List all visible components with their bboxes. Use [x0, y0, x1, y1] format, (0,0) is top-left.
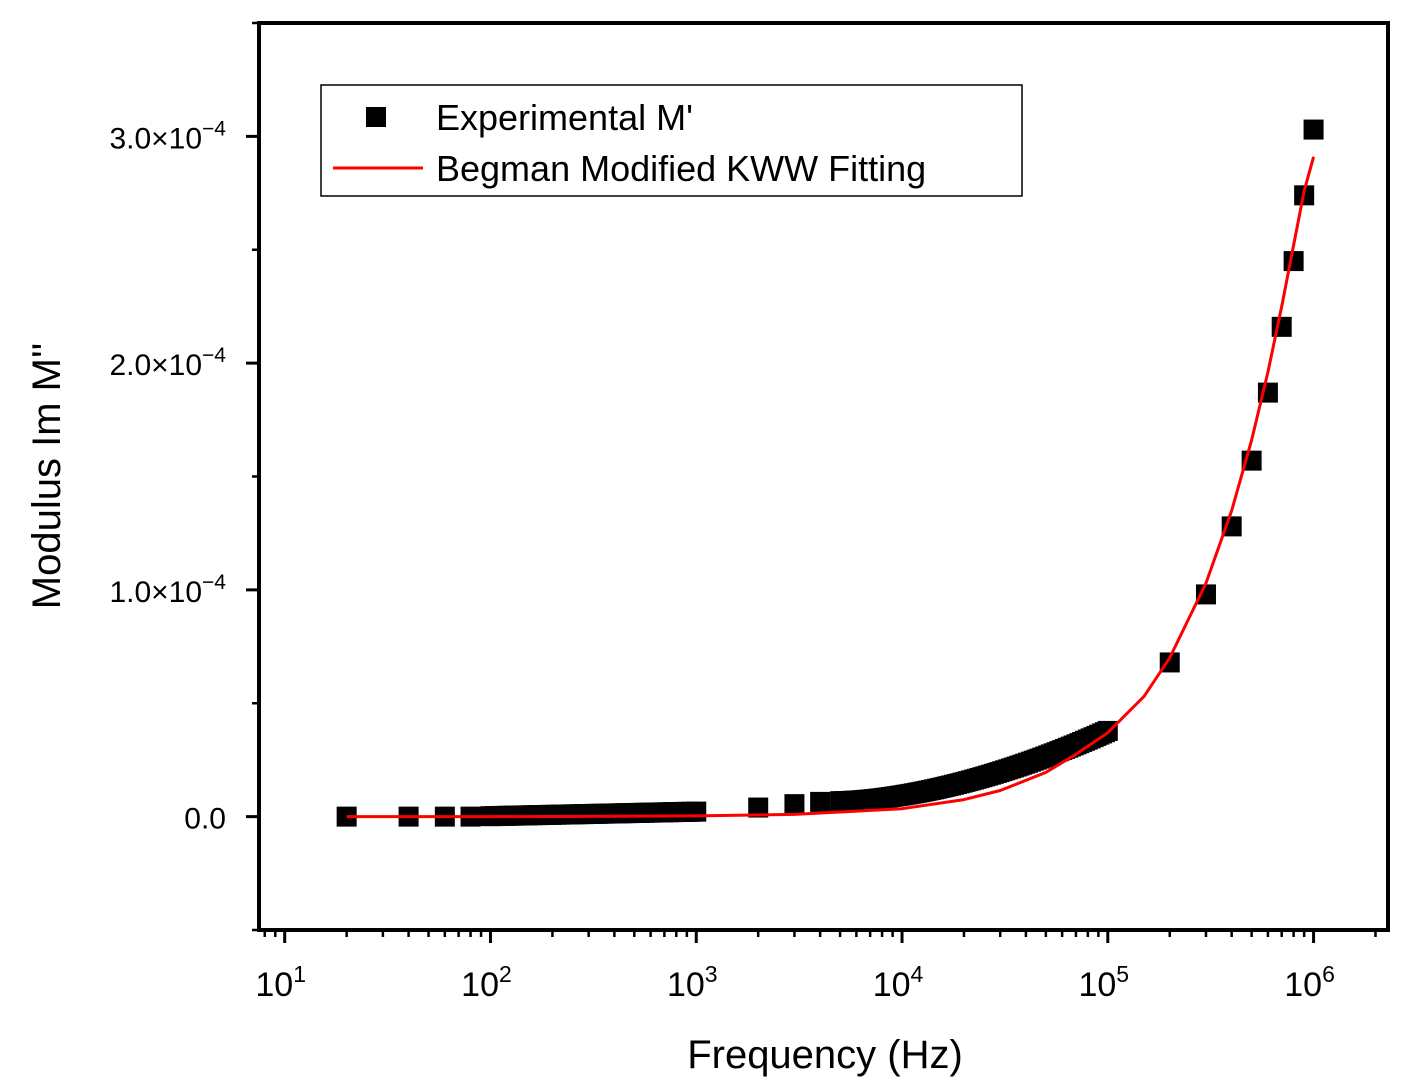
legend: Experimental M' Begman Modified KWW Fitt… — [320, 84, 1023, 197]
x-tick-label: 101 — [255, 961, 306, 1004]
x-tick-label-exponent: 5 — [1116, 961, 1129, 987]
data-point — [784, 794, 805, 815]
data-point — [336, 806, 357, 827]
x-tick-label: 103 — [667, 961, 718, 1004]
data-point — [1283, 251, 1304, 272]
x-tick-label-exponent: 1 — [293, 961, 306, 987]
y-tick-label-mantissa: 0.0 — [184, 803, 226, 836]
x-tick-label: 104 — [873, 961, 924, 1004]
x-tick-label-base: 10 — [667, 966, 705, 1004]
legend-label-experimental: Experimental M' — [436, 97, 693, 138]
y-tick-label-exponent: −4 — [202, 571, 226, 594]
x-tick-label-exponent: 4 — [911, 961, 924, 987]
data-point — [686, 801, 707, 822]
y-axis-label: Modulus Im M'' — [25, 343, 69, 609]
legend-label-fit: Begman Modified KWW Fitting — [436, 148, 926, 189]
x-axis-label: Frequency (Hz) — [687, 1033, 963, 1077]
data-point — [810, 791, 831, 812]
y-tick-label-mantissa: 2.0×10 — [109, 349, 202, 382]
x-tick-label-exponent: 6 — [1322, 961, 1335, 987]
y-tick-label: 2.0×10−4 — [109, 344, 226, 382]
x-tick-label-exponent: 3 — [705, 961, 718, 987]
y-tick-label-mantissa: 1.0×10 — [109, 576, 202, 609]
y-tick-label: 0.0 — [184, 803, 226, 836]
x-tick-label-base: 10 — [255, 966, 293, 1004]
fit-line — [346, 156, 1316, 819]
x-tick-label-base: 10 — [873, 966, 911, 1004]
y-tick-label: 3.0×10−4 — [109, 117, 226, 155]
data-point — [748, 797, 769, 818]
y-tick-label: 1.0×10−4 — [109, 571, 226, 609]
data-point — [1303, 119, 1324, 140]
legend-box — [320, 84, 1023, 197]
x-tick-label-base: 10 — [1284, 966, 1322, 1004]
y-tick-label-exponent: −4 — [202, 117, 226, 140]
x-tick-label: 106 — [1284, 961, 1335, 1004]
x-tick-label-exponent: 2 — [499, 961, 512, 987]
x-tick-label-base: 10 — [1078, 966, 1116, 1004]
x-tick-label: 102 — [461, 961, 512, 1004]
y-tick-label-exponent: −4 — [202, 344, 226, 367]
x-tick-label-base: 10 — [461, 966, 499, 1004]
x-tick-label: 105 — [1078, 961, 1129, 1004]
legend-marker-experimental — [366, 107, 386, 127]
y-tick-label-mantissa: 3.0×10 — [109, 122, 202, 155]
data-point — [1195, 584, 1216, 605]
